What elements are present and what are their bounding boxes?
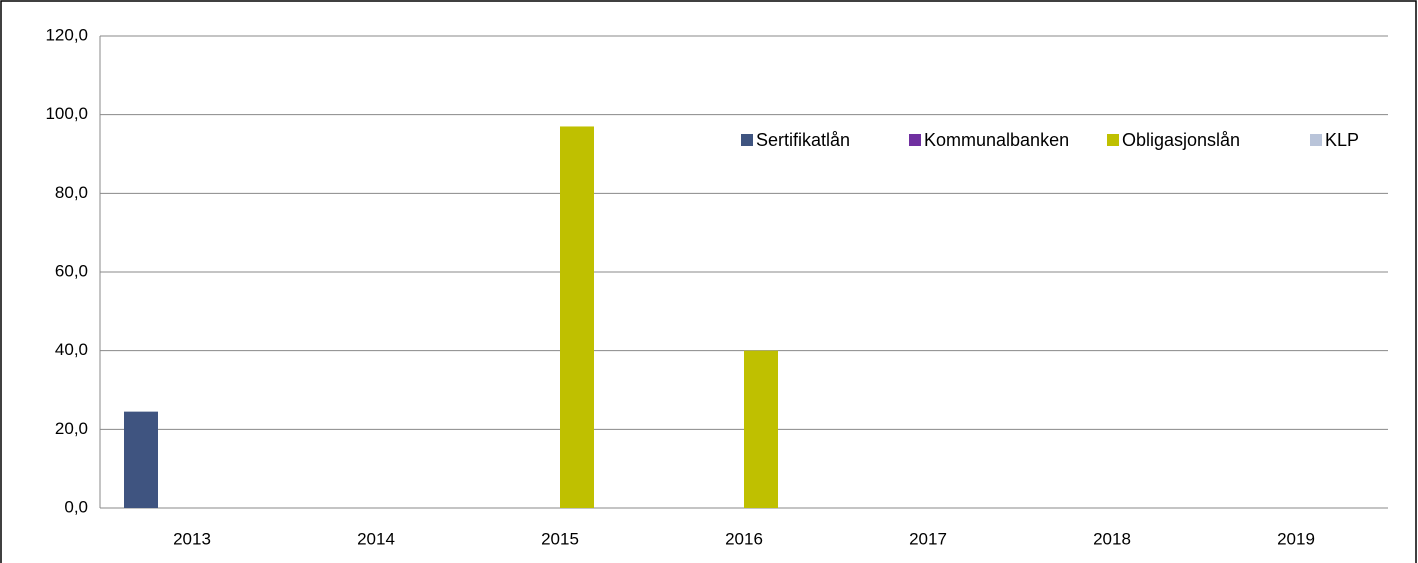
y-tick-label: 100,0 xyxy=(45,104,88,123)
legend-swatch xyxy=(1310,134,1322,146)
y-tick-label: 120,0 xyxy=(45,25,88,44)
legend-label: KLP xyxy=(1325,130,1359,150)
x-tick-label: 2016 xyxy=(725,529,763,548)
y-tick-label: 20,0 xyxy=(55,419,88,438)
x-tick-label: 2017 xyxy=(909,529,947,548)
x-tick-label: 2014 xyxy=(357,529,395,548)
x-tick-label: 2019 xyxy=(1277,529,1315,548)
y-tick-label: 0,0 xyxy=(64,497,88,516)
legend-label: Obligasjonslån xyxy=(1122,130,1240,150)
legend-label: Kommunalbanken xyxy=(924,130,1069,150)
x-tick-label: 2013 xyxy=(173,529,211,548)
bar xyxy=(124,411,158,508)
legend-label: Sertifikatlån xyxy=(756,130,850,150)
legend-swatch xyxy=(909,134,921,146)
x-tick-label: 2015 xyxy=(541,529,579,548)
y-tick-label: 60,0 xyxy=(55,261,88,280)
y-tick-label: 80,0 xyxy=(55,183,88,202)
bar xyxy=(560,126,594,508)
x-tick-label: 2018 xyxy=(1093,529,1131,548)
legend-swatch xyxy=(1107,134,1119,146)
legend-swatch xyxy=(741,134,753,146)
bar xyxy=(744,350,778,508)
y-tick-label: 40,0 xyxy=(55,340,88,359)
